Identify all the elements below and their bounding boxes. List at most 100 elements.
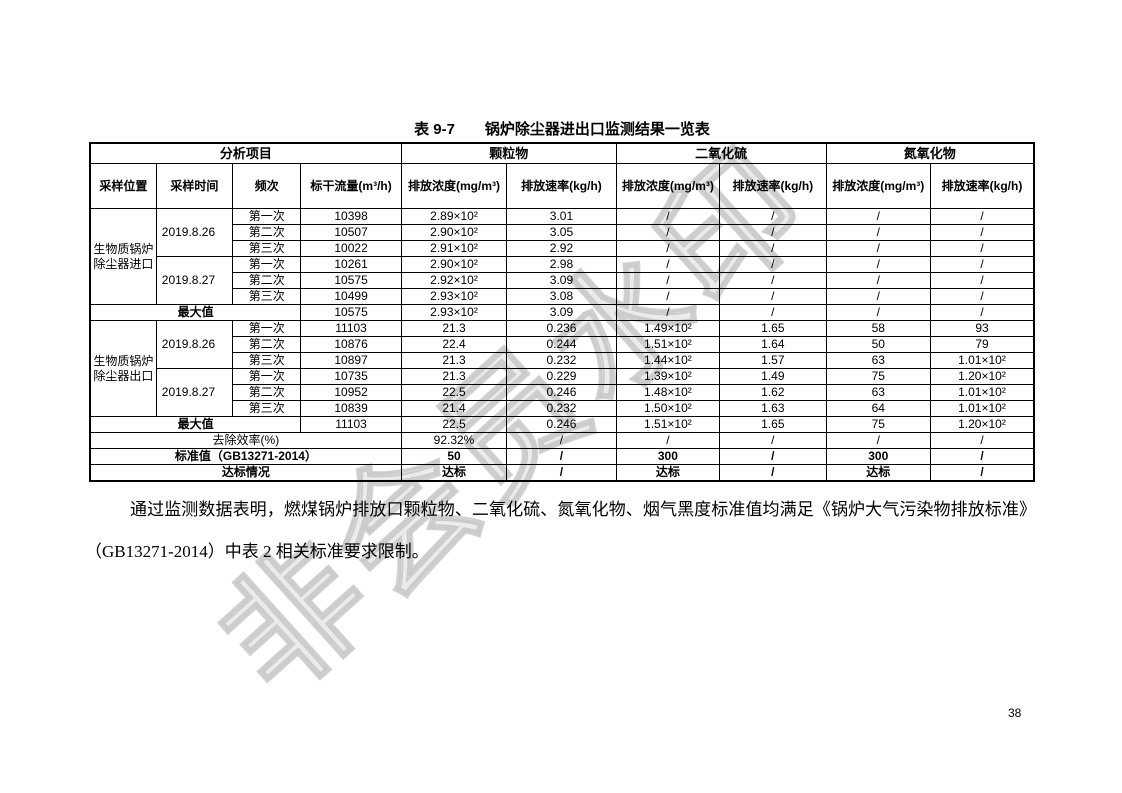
table-cell: 第一次 — [232, 256, 302, 273]
table-cell: 1.51×10² — [615, 336, 721, 353]
table-cell: / — [825, 432, 931, 449]
table-cell: 2019.8.27 — [155, 256, 234, 305]
column-header-nox-concentration: 排放浓度(mg/m³) — [825, 163, 931, 209]
table-cell: / — [719, 432, 827, 449]
table-cell: 第一次 — [232, 368, 302, 385]
table-cell: 达标情况 — [89, 464, 402, 482]
table-row: 最大值 10575 2.93×10² 3.09// / / — [89, 304, 1035, 321]
column-header-pm-concentration: 排放浓度(mg/m³) — [400, 163, 508, 209]
group-header-analysis: 分析项目 — [89, 142, 402, 164]
table-row: 第二次 10876 22.4 0.244 1.51×10² 1.64 50 79 — [90, 336, 1035, 353]
table-cell: 1.65 — [719, 416, 827, 433]
table-title: 表 9-7 锅炉除尘器进出口监测结果一览表 — [414, 121, 710, 138]
table-cell: / — [506, 448, 617, 465]
table-cell: 10839 — [300, 400, 402, 417]
table-cell: 1.57 — [719, 352, 827, 369]
table-cell: 10897 — [300, 352, 402, 369]
page-number: 38 — [1008, 706, 1022, 720]
group-header-so2: 二氧化硫 — [615, 142, 827, 164]
column-header-sampling-time: 采样时间 — [155, 163, 234, 209]
table-cell: / — [929, 224, 1035, 241]
table-row: 第二次 10575 2.92×10² 3.09// / / — [90, 272, 1035, 289]
table-cell: / — [615, 208, 721, 225]
table-row: 第三次 10839 21.4 0.232 1.50×10² 1.63 64 1.01×10² — [90, 400, 1035, 417]
table-cell: 1.01×10² — [929, 384, 1035, 401]
table-cell: / — [825, 224, 931, 241]
table-cell: 3.09 — [506, 272, 617, 289]
table-cell: 生物质锅炉除尘器进口 — [89, 208, 157, 305]
table-row: 2019.8.27 第一次 10735 21.3 0.229 1.39×10² 1.49 75… — [90, 368, 1035, 417]
table-cell: 11103 — [300, 416, 402, 433]
table-cell: 10398 — [300, 208, 402, 225]
table-cell: 第二次 — [232, 224, 302, 241]
table-cell: 63 — [825, 352, 931, 369]
table-cell: 21.4 — [400, 400, 508, 417]
table-cell: 生物质锅炉除尘器出口 — [89, 320, 157, 417]
table-cell: 第三次 — [232, 240, 302, 257]
table-cell: / — [825, 240, 931, 257]
table-row: 标准值（GB13271-2014） 50/300/300/ — [89, 448, 1035, 465]
table-cell: 第三次 — [232, 288, 302, 305]
table-cell: 63 — [825, 384, 931, 401]
table-cell: 75 — [825, 416, 931, 433]
table-cell: 1.49×10² — [615, 320, 721, 337]
table-cell: / — [615, 256, 721, 273]
column-header-frequency: 频次 — [232, 163, 302, 209]
column-header-sampling-position: 采样位置 — [89, 163, 157, 209]
table-cell: / — [719, 256, 827, 273]
table-cell: 21.3 — [400, 320, 508, 337]
table-cell: 0.232 — [506, 400, 617, 417]
table-row: 第二次 10507 2.90×10² 3.05// / / — [90, 224, 1035, 241]
table-cell: 达标 — [400, 464, 508, 482]
table-cell: 1.49 — [719, 368, 827, 385]
table-cell: / — [615, 432, 721, 449]
table-cell: 最大值 — [89, 304, 302, 321]
table-cell: 1.01×10² — [929, 400, 1035, 417]
table-cell: 2019.8.26 — [155, 208, 234, 257]
table-cell: 1.20×10² — [929, 368, 1035, 385]
table-cell: 93 — [929, 320, 1035, 337]
column-header-nox-rate: 排放速率(kg/h) — [929, 163, 1035, 209]
table-cell: / — [719, 272, 827, 289]
table-cell: 标准值（GB13271-2014） — [89, 448, 402, 465]
table-cell: / — [825, 256, 931, 273]
table-cell: / — [719, 288, 827, 305]
table-cell: / — [825, 208, 931, 225]
table-cell: 64 — [825, 400, 931, 417]
table-cell: 1.63 — [719, 400, 827, 417]
table-cell: / — [929, 288, 1035, 305]
group-header-particulate: 颗粒物 — [400, 142, 617, 164]
table-cell: / — [825, 288, 931, 305]
table-cell: 3.01 — [506, 208, 617, 225]
table-cell: 2.91×10² — [400, 240, 508, 257]
table-cell: 50 — [825, 336, 931, 353]
table-cell: 0.246 — [506, 384, 617, 401]
table-cell: / — [929, 304, 1035, 321]
table-cell: 58 — [825, 320, 931, 337]
table-cell: 0.232 — [506, 352, 617, 369]
table-cell: 21.3 — [400, 352, 508, 369]
column-header-so2-concentration: 排放浓度(mg/m³) — [615, 163, 721, 209]
table-row: 最大值 11103 22.5 0.246 1.51×10² 1.65 75 1.20×10² — [89, 416, 1035, 433]
table-cell: 3.09 — [506, 304, 617, 321]
table-cell: 1.39×10² — [615, 368, 721, 385]
table-cell: / — [719, 240, 827, 257]
table-cell: 第三次 — [232, 352, 302, 369]
table-cell: 2019.8.26 — [155, 320, 234, 369]
table-cell: 10507 — [300, 224, 402, 241]
table-row: 2019.8.27 第一次 10261 2.90×10² 2.98// / / — [90, 256, 1035, 305]
table-cell: 1.65 — [719, 320, 827, 337]
table-cell: 75 — [825, 368, 931, 385]
table-cell: 1.44×10² — [615, 352, 721, 369]
table-cell: / — [929, 432, 1035, 449]
table-row: 去除效率(%) 92.32% / / / / / — [89, 432, 1035, 449]
table-cell: 10735 — [300, 368, 402, 385]
table-cell: 达标 — [615, 464, 721, 482]
table-cell: 2.92 — [506, 240, 617, 257]
table-cell: 22.5 — [400, 416, 508, 433]
table-cell: 1.48×10² — [615, 384, 721, 401]
column-header-flow: 标干流量(m³/h) — [300, 163, 402, 209]
table-row: 第三次 10499 2.93×10² 3.08// / / — [90, 288, 1035, 305]
table-cell: 第三次 — [232, 400, 302, 417]
